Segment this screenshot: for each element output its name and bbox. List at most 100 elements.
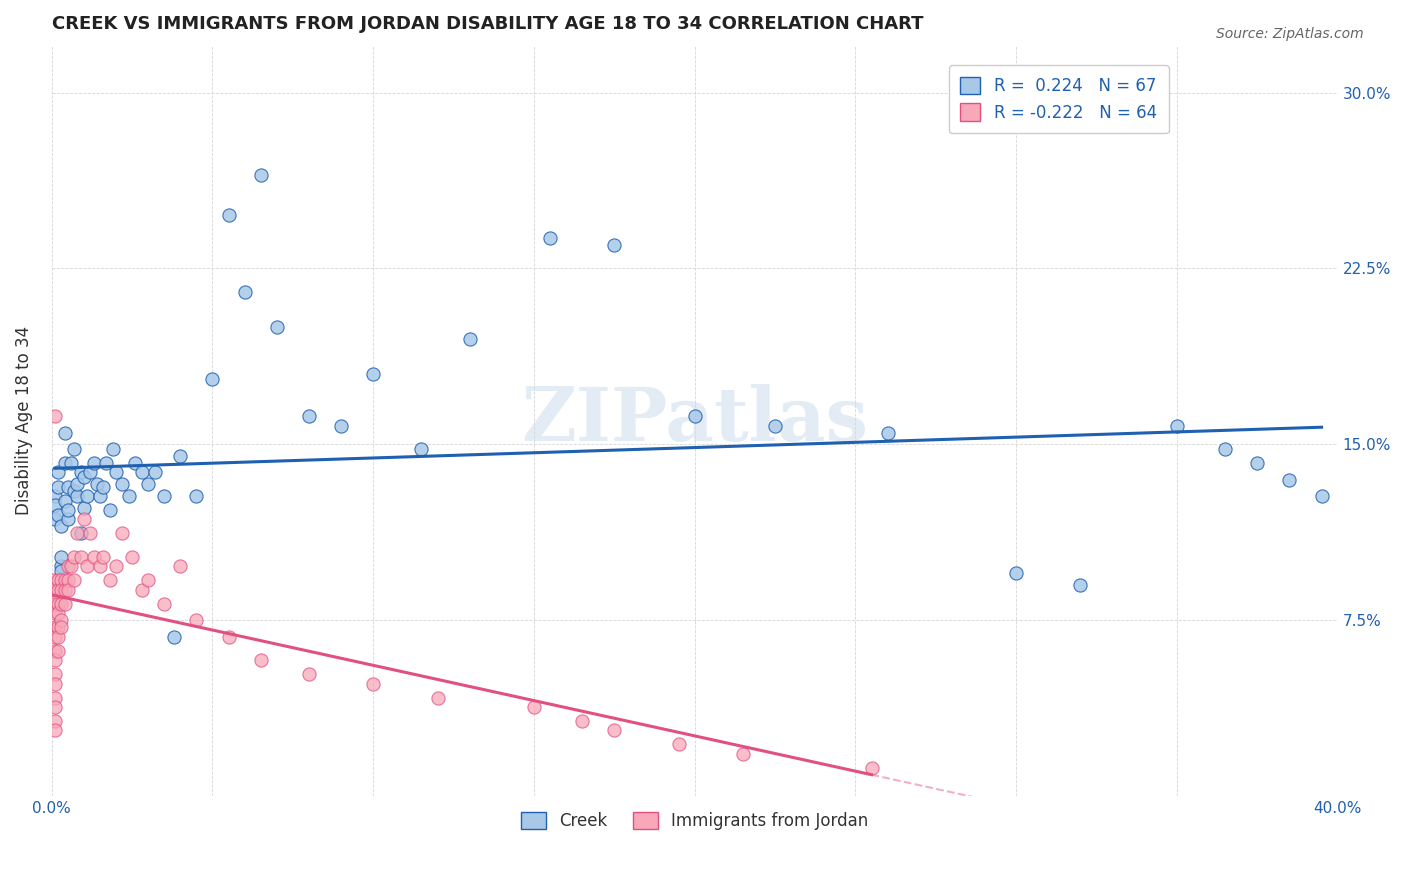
Point	[163, 630, 186, 644]
Point	[538, 231, 561, 245]
Point	[361, 367, 384, 381]
Point	[44, 498, 66, 512]
Point	[105, 559, 128, 574]
Point	[46, 479, 69, 493]
Point	[56, 479, 79, 493]
Point	[1278, 473, 1301, 487]
Point	[44, 700, 66, 714]
Point	[169, 449, 191, 463]
Point	[46, 582, 69, 597]
Point	[56, 503, 79, 517]
Point	[86, 477, 108, 491]
Point	[131, 582, 153, 597]
Text: Source: ZipAtlas.com: Source: ZipAtlas.com	[1216, 27, 1364, 41]
Point	[69, 466, 91, 480]
Point	[44, 489, 66, 503]
Point	[98, 574, 121, 588]
Point	[249, 653, 271, 667]
Point	[169, 559, 191, 574]
Point	[101, 442, 124, 456]
Point	[731, 747, 754, 761]
Point	[51, 559, 73, 574]
Point	[153, 597, 176, 611]
Point	[56, 512, 79, 526]
Point	[56, 582, 79, 597]
Point	[42, 582, 65, 597]
Point	[571, 714, 593, 728]
Point	[63, 549, 86, 564]
Point	[69, 549, 91, 564]
Text: ZIPatlas: ZIPatlas	[522, 384, 868, 458]
Point	[1166, 418, 1188, 433]
Point	[83, 456, 105, 470]
Point	[89, 489, 111, 503]
Point	[60, 456, 83, 470]
Point	[46, 630, 69, 644]
Point	[53, 574, 76, 588]
Point	[860, 761, 883, 775]
Point	[91, 479, 114, 493]
Point	[603, 238, 626, 252]
Point	[44, 643, 66, 657]
Point	[105, 466, 128, 480]
Point	[73, 470, 96, 484]
Point	[1005, 566, 1028, 581]
Point	[426, 690, 449, 705]
Point	[53, 493, 76, 508]
Point	[763, 418, 786, 433]
Point	[111, 526, 134, 541]
Point	[330, 418, 353, 433]
Point	[1310, 489, 1333, 503]
Point	[876, 425, 898, 440]
Point	[44, 690, 66, 705]
Point	[60, 559, 83, 574]
Point	[66, 526, 89, 541]
Point	[44, 606, 66, 620]
Point	[683, 409, 706, 424]
Text: CREEK VS IMMIGRANTS FROM JORDAN DISABILITY AGE 18 TO 34 CORRELATION CHART: CREEK VS IMMIGRANTS FROM JORDAN DISABILI…	[52, 15, 924, 33]
Point	[51, 549, 73, 564]
Point	[69, 526, 91, 541]
Point	[66, 489, 89, 503]
Point	[249, 168, 271, 182]
Point	[603, 723, 626, 738]
Point	[63, 574, 86, 588]
Point	[53, 425, 76, 440]
Point	[76, 559, 98, 574]
Point	[79, 466, 101, 480]
Point	[153, 489, 176, 503]
Point	[44, 409, 66, 424]
Point	[361, 676, 384, 690]
Point	[44, 723, 66, 738]
Point	[46, 508, 69, 522]
Point	[131, 466, 153, 480]
Point	[46, 606, 69, 620]
Point	[218, 207, 240, 221]
Point	[46, 643, 69, 657]
Point	[66, 477, 89, 491]
Point	[44, 620, 66, 634]
Point	[46, 574, 69, 588]
Point	[1069, 578, 1091, 592]
Point	[44, 653, 66, 667]
Point	[121, 549, 143, 564]
Point	[73, 512, 96, 526]
Y-axis label: Disability Age 18 to 34: Disability Age 18 to 34	[15, 326, 32, 516]
Point	[51, 582, 73, 597]
Point	[83, 549, 105, 564]
Point	[523, 700, 546, 714]
Point	[98, 503, 121, 517]
Point	[186, 613, 208, 627]
Point	[143, 466, 166, 480]
Point	[53, 456, 76, 470]
Point	[46, 466, 69, 480]
Point	[53, 582, 76, 597]
Point	[118, 489, 141, 503]
Point	[44, 630, 66, 644]
Point	[411, 442, 433, 456]
Point	[44, 667, 66, 681]
Point	[73, 500, 96, 515]
Point	[63, 484, 86, 499]
Point	[51, 620, 73, 634]
Point	[233, 285, 256, 299]
